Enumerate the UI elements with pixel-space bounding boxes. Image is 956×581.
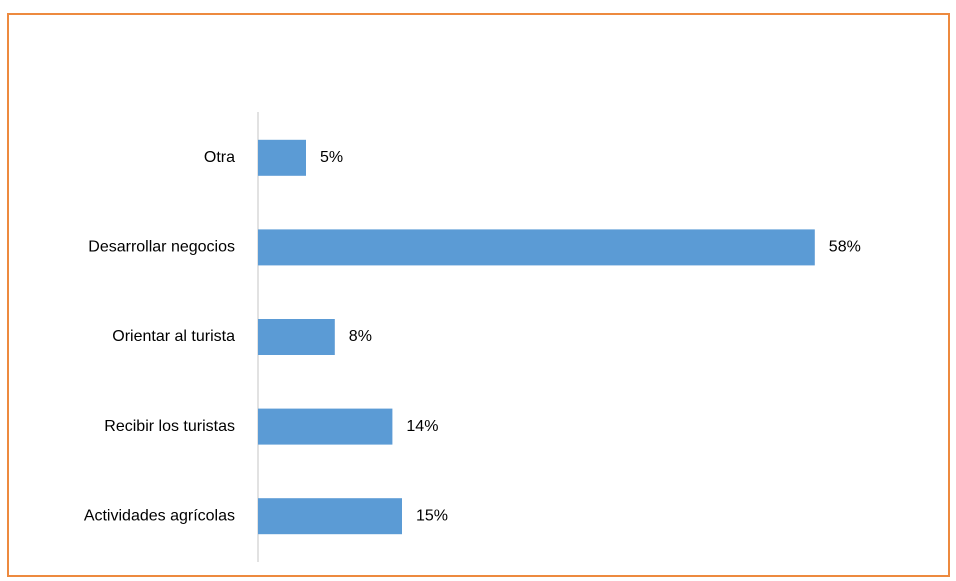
bar [258, 319, 335, 355]
value-label: 14% [406, 418, 438, 435]
y-tick-label: Desarrollar negocios [88, 239, 235, 256]
bar [258, 229, 815, 266]
value-label: 5% [320, 149, 343, 166]
y-tick-label: Actividades agrícolas [84, 507, 235, 524]
bar [258, 408, 393, 445]
value-label: 15% [416, 507, 448, 524]
y-tick-label: Recibir los turistas [104, 418, 235, 435]
bar [258, 498, 402, 535]
y-tick-label: Otra [204, 149, 235, 166]
y-tick-label: Orientar al turista [112, 328, 235, 345]
bar [258, 139, 306, 176]
value-label: 8% [349, 328, 372, 345]
value-label: 58% [829, 239, 861, 256]
chart-border [7, 13, 950, 577]
